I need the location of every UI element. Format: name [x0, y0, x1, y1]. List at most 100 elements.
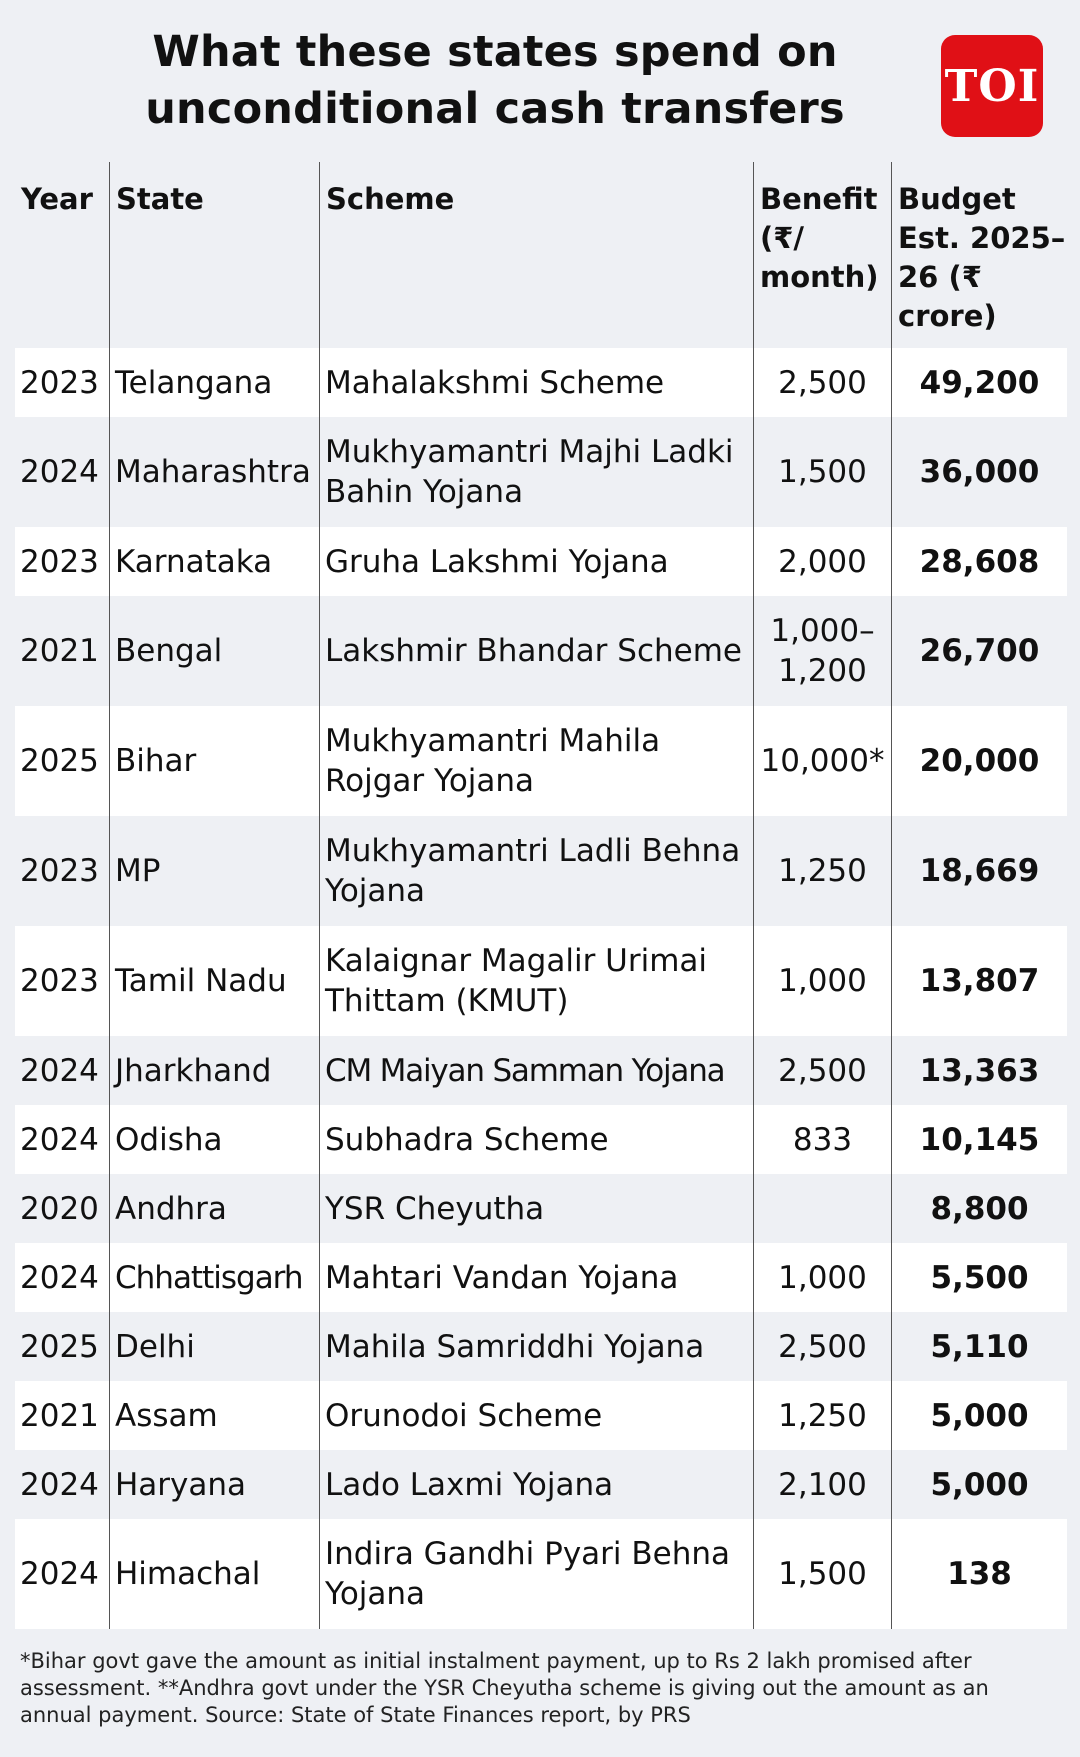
- footnote: *Bihar govt gave the amount as initial i…: [20, 1649, 989, 1727]
- cell-budget: 13,807: [892, 926, 1067, 1036]
- cell-year: 2024: [15, 1105, 110, 1174]
- cell-state: Chhattisgarh: [110, 1243, 320, 1312]
- cell-benefit: 1,000–1,200: [754, 596, 892, 706]
- table-row: 2025 Bihar Mukhyamantri Mahila Rojgar Yo…: [15, 706, 1067, 816]
- cell-state: Maharashtra: [110, 417, 320, 527]
- cell-scheme: Gruha Lakshmi Yojana: [320, 527, 754, 596]
- table-row: 2021 Assam Orunodoi Scheme 1,250 5,000: [15, 1381, 1067, 1450]
- cell-benefit: 2,100: [754, 1450, 892, 1519]
- cell-budget: 5,000: [892, 1450, 1067, 1519]
- cell-budget: 8,800: [892, 1174, 1067, 1243]
- cell-budget: 5,500: [892, 1243, 1067, 1312]
- cell-state: Bengal: [110, 596, 320, 706]
- page-title: What these states spend on unconditional…: [100, 24, 890, 138]
- cell-year: 2024: [15, 1243, 110, 1312]
- cell-benefit: [754, 1174, 892, 1243]
- cell-benefit: 2,000: [754, 527, 892, 596]
- cell-budget: 20,000: [892, 706, 1067, 816]
- toi-logo: TOI: [941, 35, 1043, 137]
- cell-state: Bihar: [110, 706, 320, 816]
- header-budget: Budget Est. 2025–26 (₹ crore): [898, 182, 1066, 333]
- cell-benefit: 10,000*: [754, 706, 892, 816]
- cell-year: 2023: [15, 816, 110, 926]
- header-scheme: Scheme: [320, 162, 754, 348]
- cell-year: 2025: [15, 706, 110, 816]
- cell-budget: 5,110: [892, 1312, 1067, 1381]
- cell-budget: 5,000: [892, 1381, 1067, 1450]
- cell-year: 2025: [15, 1312, 110, 1381]
- cell-scheme: Subhadra Scheme: [320, 1105, 754, 1174]
- cell-state: Haryana: [110, 1450, 320, 1519]
- cell-year: 2024: [15, 1450, 110, 1519]
- cell-benefit: 2,500: [754, 1036, 892, 1105]
- table-row: 2024 Odisha Subhadra Scheme 833 10,145: [15, 1105, 1067, 1174]
- cell-budget: 36,000: [892, 417, 1067, 527]
- cell-year: 2024: [15, 1519, 110, 1629]
- cell-scheme: Mahalakshmi Scheme: [320, 348, 754, 417]
- table-row: 2024 Chhattisgarh Mahtari Vandan Yojana …: [15, 1243, 1067, 1312]
- cell-scheme: Mahila Samriddhi Yojana: [320, 1312, 754, 1381]
- cell-state: MP: [110, 816, 320, 926]
- table-row: 2023 MP Mukhyamantri Ladli Behna Yojana …: [15, 816, 1067, 926]
- cell-scheme: Indira Gandhi Pyari Behna Yojana: [320, 1519, 754, 1629]
- cell-scheme: CM Maiyan Samman Yojana: [320, 1036, 754, 1105]
- table-row: 2024 Himachal Indira Gandhi Pyari Behna …: [15, 1519, 1067, 1629]
- header-benefit: Benefit (₹/ month): [754, 162, 892, 348]
- table-row: 2021 Bengal Lakshmir Bhandar Scheme 1,00…: [15, 596, 1067, 706]
- cell-budget: 10,145: [892, 1105, 1067, 1174]
- cell-state: Jharkhand: [110, 1036, 320, 1105]
- cell-scheme: YSR Cheyutha: [320, 1174, 754, 1243]
- cell-scheme: Lakshmir Bhandar Scheme: [320, 596, 754, 706]
- cell-budget: 138: [892, 1519, 1067, 1629]
- table-row: 2023 Tamil Nadu Kalaignar Magalir Urimai…: [15, 926, 1067, 1036]
- header-year: Year: [15, 162, 110, 348]
- table-row: 2025 Delhi Mahila Samriddhi Yojana 2,500…: [15, 1312, 1067, 1381]
- cell-scheme: Mukhyamantri Mahila Rojgar Yojana: [320, 706, 754, 816]
- cell-year: 2023: [15, 348, 110, 417]
- title-line-1: What these states spend on: [152, 27, 838, 77]
- cell-state: Himachal: [110, 1519, 320, 1629]
- cell-year: 2023: [15, 926, 110, 1036]
- cell-state: Delhi: [110, 1312, 320, 1381]
- cell-state: Andhra: [110, 1174, 320, 1243]
- cell-budget: 26,700: [892, 596, 1067, 706]
- cell-year: 2024: [15, 1036, 110, 1105]
- cell-scheme: Lado Laxmi Yojana: [320, 1450, 754, 1519]
- cell-benefit: 1,000: [754, 926, 892, 1036]
- table-header-row: Year State Scheme Benefit (₹/ month) Bud…: [15, 162, 1067, 348]
- cell-budget: 49,200: [892, 348, 1067, 417]
- cell-year: 2020: [15, 1174, 110, 1243]
- header-state: State: [110, 162, 320, 348]
- title-line-2: unconditional cash transfers: [145, 84, 845, 134]
- table-row: 2024 Haryana Lado Laxmi Yojana 2,100 5,0…: [15, 1450, 1067, 1519]
- cell-benefit: 2,500: [754, 348, 892, 417]
- cell-scheme: Kalaignar Magalir Urimai Thittam (KMUT): [320, 926, 754, 1036]
- cell-year: 2024: [15, 417, 110, 527]
- cell-scheme: Orunodoi Scheme: [320, 1381, 754, 1450]
- cell-scheme: Mahtari Vandan Yojana: [320, 1243, 754, 1312]
- cell-benefit: 833: [754, 1105, 892, 1174]
- table-row: 2020 Andhra YSR Cheyutha 8,800: [15, 1174, 1067, 1243]
- table-row: 2023 Telangana Mahalakshmi Scheme 2,500 …: [15, 348, 1067, 417]
- cell-year: 2023: [15, 527, 110, 596]
- cell-budget: 28,608: [892, 527, 1067, 596]
- cell-benefit: 1,500: [754, 1519, 892, 1629]
- cell-year: 2021: [15, 596, 110, 706]
- cell-scheme: Mukhyamantri Ladli Behna Yojana: [320, 816, 754, 926]
- cell-state: Assam: [110, 1381, 320, 1450]
- cell-state: Odisha: [110, 1105, 320, 1174]
- cell-benefit: 2,500: [754, 1312, 892, 1381]
- table-row: 2024 Jharkhand CM Maiyan Samman Yojana 2…: [15, 1036, 1067, 1105]
- cell-budget: 13,363: [892, 1036, 1067, 1105]
- table-row: 2024 Maharashtra Mukhyamantri Majhi Ladk…: [15, 417, 1067, 527]
- cell-year: 2021: [15, 1381, 110, 1450]
- table-row: 2023 Karnataka Gruha Lakshmi Yojana 2,00…: [15, 527, 1067, 596]
- cell-state: Tamil Nadu: [110, 926, 320, 1036]
- cell-benefit: 1,000: [754, 1243, 892, 1312]
- cell-benefit: 1,250: [754, 1381, 892, 1450]
- cell-benefit: 1,500: [754, 417, 892, 527]
- cash-transfer-table: Year State Scheme Benefit (₹/ month) Bud…: [15, 162, 1067, 1629]
- cell-benefit: 1,250: [754, 816, 892, 926]
- cell-state: Karnataka: [110, 527, 320, 596]
- cell-scheme: Mukhyamantri Majhi Ladki Bahin Yojana: [320, 417, 754, 527]
